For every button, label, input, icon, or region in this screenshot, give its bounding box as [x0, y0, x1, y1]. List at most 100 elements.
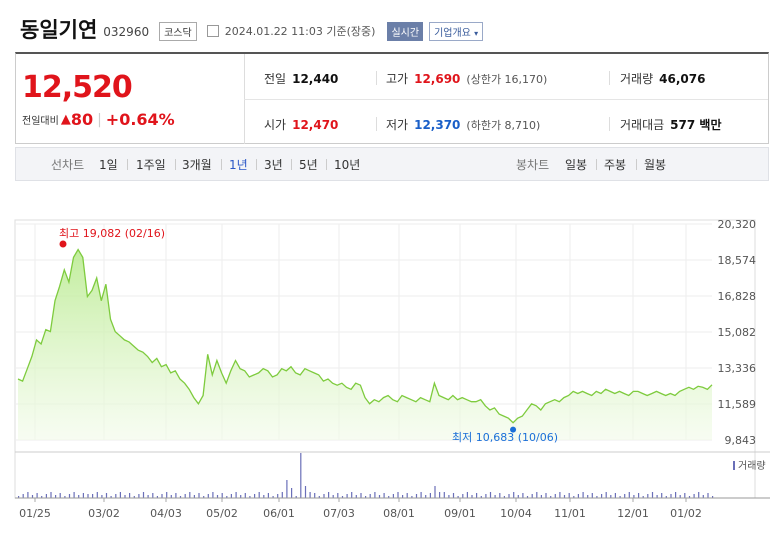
timestamp: 2024.01.22 11:03 기준(장중) — [224, 25, 376, 38]
volume-bar — [452, 493, 455, 498]
volume-bar — [443, 492, 445, 498]
volume-bar — [96, 492, 98, 498]
volume-bar — [661, 493, 663, 498]
volume-bar — [457, 496, 459, 498]
divider — [244, 99, 768, 100]
volume-bar — [226, 496, 228, 498]
y-tick-label: 15,082 — [718, 326, 757, 339]
tab-1d[interactable]: 1일 — [99, 158, 118, 172]
volume-bar — [489, 492, 492, 498]
volume-bar — [406, 493, 408, 498]
volume-bar — [619, 496, 621, 498]
tab-5y[interactable]: 5년 — [299, 158, 318, 172]
volume-bar — [582, 492, 584, 498]
volume-bar — [254, 494, 256, 498]
divider — [175, 159, 176, 170]
volume-bar — [462, 494, 464, 498]
low-value: 12,370 — [414, 117, 461, 132]
volume-bar — [642, 496, 644, 498]
tab-3m[interactable]: 3개월 — [182, 158, 212, 172]
volume-bar — [545, 493, 547, 498]
volume-bar — [698, 492, 700, 498]
volume-bar — [402, 495, 404, 498]
divider — [326, 159, 327, 170]
high-annotation: 최고 19,082 (02/16) — [59, 227, 165, 240]
volume-bar — [300, 453, 302, 498]
volume-bar — [166, 492, 168, 498]
volume-bar — [170, 495, 172, 498]
volume-bar — [351, 492, 353, 498]
current-price: 12,520 — [22, 70, 133, 105]
volume-bar — [420, 492, 422, 498]
volume-bar — [147, 495, 149, 498]
open-label: 시가 — [264, 118, 287, 132]
annotations: 최고 19,082 (02/16) 최저 10,683 (10/06) 거래량 — [59, 227, 766, 472]
y-tick-label: 20,320 — [718, 218, 757, 231]
high-price: 고가 12,690 (상한가 16,170) — [386, 70, 547, 87]
divider — [376, 71, 377, 85]
volume-bar — [526, 496, 529, 498]
company-overview-label: 기업개요 — [434, 27, 471, 39]
trade-value-value: 577 백만 — [670, 118, 722, 132]
volume-bar — [323, 494, 325, 498]
line-chart-label[interactable]: 선차트 — [51, 158, 85, 172]
volume-bar — [212, 492, 214, 498]
tab-monthly[interactable]: 월봉 — [644, 158, 667, 172]
volume-bar — [240, 495, 242, 498]
volume-bar — [341, 496, 344, 498]
tab-3y[interactable]: 3년 — [264, 158, 283, 172]
volume-bar — [388, 496, 390, 498]
volume-bar — [263, 495, 265, 498]
volume-bar — [471, 495, 473, 498]
x-tick-label: 12/01 — [617, 507, 649, 520]
volume-bar — [189, 492, 191, 498]
x-tick-label: 04/03 — [150, 507, 182, 520]
change-row: 전일대비 ▲ 80 | +0.64% — [22, 110, 175, 129]
volume-bar — [559, 492, 561, 498]
tab-1y[interactable]: 1년 — [229, 158, 248, 172]
volume-bar — [577, 494, 579, 498]
volume-bar — [346, 494, 348, 498]
volume-bar — [129, 493, 131, 498]
divider — [127, 159, 128, 170]
volume-bar — [568, 493, 570, 498]
company-overview-button[interactable]: 기업개요 ▾ — [429, 21, 484, 41]
volume-bar — [503, 496, 505, 498]
volume-bar — [605, 492, 607, 498]
low-label: 저가 — [386, 118, 409, 132]
price-area-fill — [18, 249, 712, 440]
volume-bar — [309, 492, 311, 498]
volume-bar — [712, 496, 714, 498]
volume-bar — [203, 496, 205, 498]
tab-daily[interactable]: 일봉 — [565, 158, 588, 172]
volume-bar — [573, 496, 575, 498]
tab-weekly[interactable]: 주봉 — [604, 158, 627, 172]
volume-bar — [175, 493, 177, 498]
volume-bar — [633, 495, 635, 498]
volume-bar — [328, 492, 330, 498]
volume-bar — [688, 496, 691, 498]
volume-bar — [679, 495, 681, 498]
realtime-button[interactable]: 실시간 — [387, 21, 424, 41]
volume-bar — [508, 494, 510, 498]
volume-bar — [439, 492, 441, 498]
volume-bar — [87, 494, 89, 498]
volume-bar — [119, 492, 121, 498]
volume-bar — [115, 494, 117, 498]
x-tick-label: 11/01 — [554, 507, 586, 520]
x-tick-label: 07/03 — [323, 507, 355, 520]
volume-bar — [554, 494, 556, 498]
volume-bar — [82, 493, 84, 498]
volume-bar — [55, 495, 57, 498]
volume-bar — [92, 494, 94, 498]
divider — [256, 159, 257, 170]
x-tick-label: 08/01 — [383, 507, 415, 520]
volume-bar — [476, 493, 478, 498]
candle-chart-label[interactable]: 봉차트 — [516, 158, 550, 172]
tab-1w[interactable]: 1주일 — [136, 158, 166, 172]
change-label: 전일대비 — [22, 116, 59, 127]
volume-bar — [411, 496, 413, 498]
volume-bar — [448, 495, 450, 498]
tab-10y[interactable]: 10년 — [334, 158, 361, 172]
divider — [291, 159, 292, 170]
